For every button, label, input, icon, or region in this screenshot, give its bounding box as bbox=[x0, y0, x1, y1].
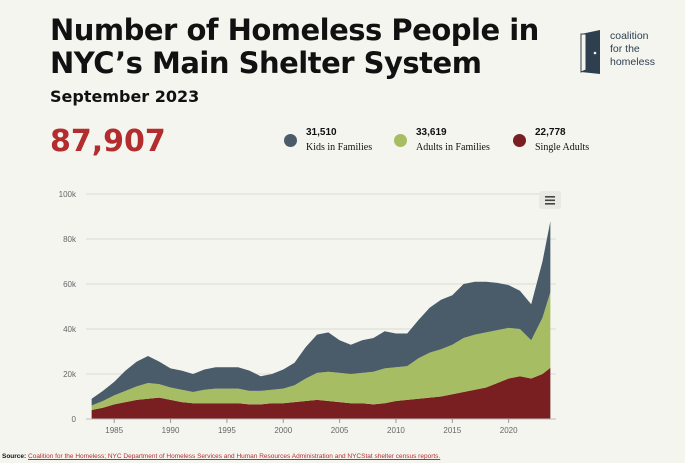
series-area-single-adults bbox=[91, 367, 551, 419]
x-tick-label-5: 2010 bbox=[387, 426, 405, 435]
y-tick-label-1: 20k bbox=[63, 370, 77, 379]
legend-single-dot-icon bbox=[513, 134, 526, 147]
source-prefix: Source: bbox=[2, 453, 29, 460]
y-axis-ticks: 0 20k 40k 60k 80k 100k bbox=[59, 190, 77, 424]
y-tick-label-5: 100k bbox=[59, 190, 77, 199]
x-tick-label-6: 2015 bbox=[443, 426, 461, 435]
x-tick-label-0: 1985 bbox=[105, 426, 123, 435]
total-count: 87,907 bbox=[50, 124, 166, 159]
legend-adults-families: 33,619 Adults in Families bbox=[394, 127, 490, 153]
x-tick-label-2: 1995 bbox=[218, 426, 236, 435]
legend-adults-label: Adults in Families bbox=[416, 142, 490, 153]
legend-kids-value: 31,510 bbox=[306, 127, 337, 138]
logo-text-line1: coalition bbox=[610, 30, 649, 42]
logo: coalition for the homeless bbox=[580, 30, 655, 74]
chart-areas bbox=[86, 221, 556, 420]
logo-text-line2: for the bbox=[610, 43, 640, 55]
source-link[interactable]: Coalition for the Homeless; NYC Departme… bbox=[28, 453, 441, 460]
series-area-kids-in-families bbox=[91, 221, 551, 406]
page-title: Number of Homeless People in NYC’s Main … bbox=[50, 13, 539, 80]
x-axis-ticks: 1985 1990 1995 2000 2005 2010 2015 2020 bbox=[105, 419, 518, 435]
y-tick-label-2: 40k bbox=[63, 325, 77, 334]
legend-single-adults: 22,778 Single Adults bbox=[513, 127, 589, 153]
area-chart: 0 20k 40k 60k 80k 100k 1985 1990 1995 2000 2005 20… bbox=[59, 190, 561, 435]
x-tick-label-7: 2020 bbox=[500, 426, 518, 435]
legend-single-label: Single Adults bbox=[535, 142, 590, 153]
legend-adults-dot-icon bbox=[394, 134, 407, 147]
chart-menu-button[interactable] bbox=[539, 191, 561, 209]
x-tick-label-3: 2000 bbox=[274, 426, 292, 435]
legend-kids-label: Kids in Families bbox=[306, 142, 373, 153]
y-tick-label-3: 60k bbox=[63, 280, 77, 289]
series-area-adults-in-families bbox=[91, 292, 551, 410]
x-tick-label-4: 2005 bbox=[331, 426, 349, 435]
page-subtitle: September 2023 bbox=[50, 87, 200, 106]
y-tick-label-0: 0 bbox=[72, 415, 77, 424]
legend-kids: 31,510 Kids in Families bbox=[284, 127, 372, 153]
door-logo-icon bbox=[580, 30, 600, 74]
source-note: Source: Coalition for the Homeless; NYC … bbox=[2, 453, 440, 460]
legend-kids-dot-icon bbox=[284, 134, 297, 147]
legend-adults-value: 33,619 bbox=[416, 127, 447, 138]
x-tick-label-1: 1990 bbox=[162, 426, 180, 435]
y-tick-label-4: 80k bbox=[63, 235, 77, 244]
legend-single-value: 22,778 bbox=[535, 127, 566, 138]
logo-text-line3: homeless bbox=[610, 56, 655, 68]
